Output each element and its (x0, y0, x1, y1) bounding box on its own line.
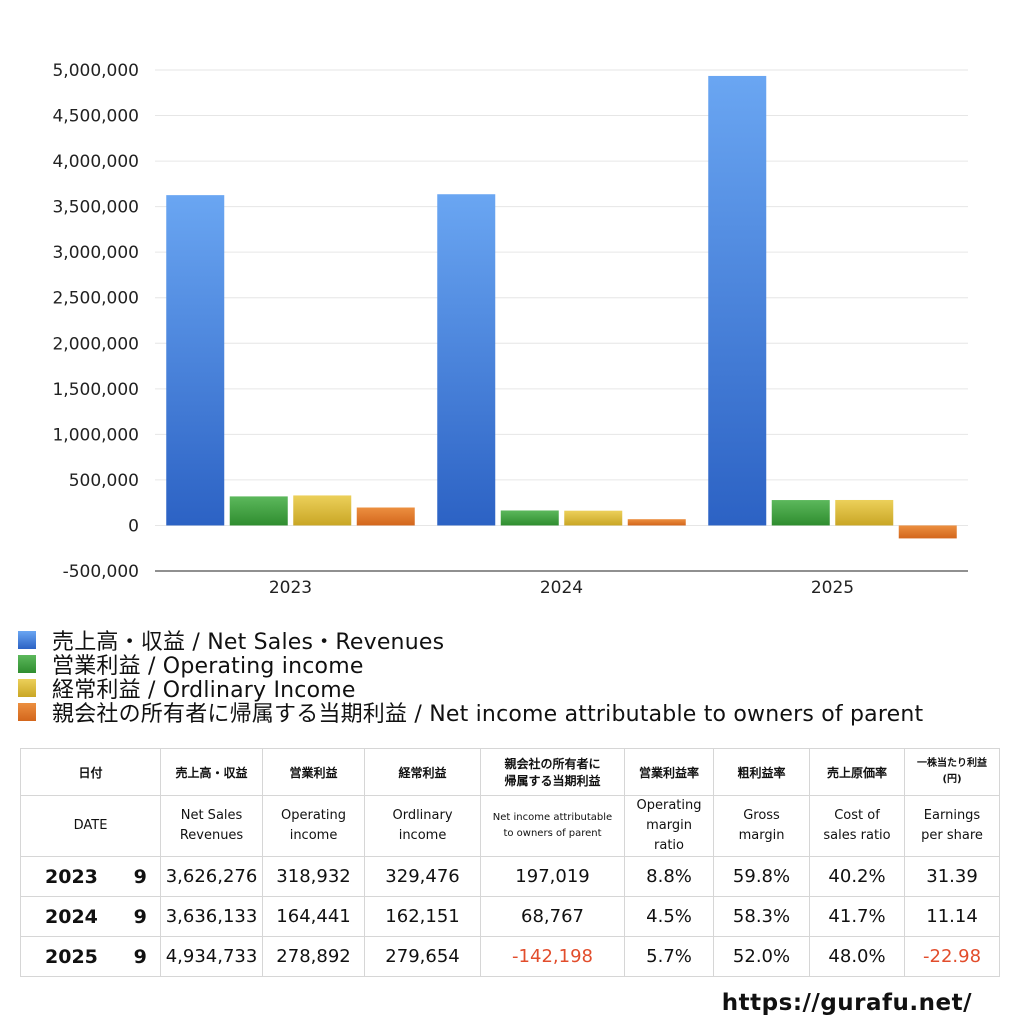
bar-2025-series-2 (835, 499, 894, 526)
header-net-jp: 親会社の所有者に 帰属する当期利益 (480, 748, 626, 796)
legend-label-net-sales: 売上高・収益 / Net Sales・Revenues (52, 630, 445, 655)
cell-ord: 279,654 (364, 936, 482, 977)
legend-swatch-net-sales (18, 631, 36, 649)
header-op-jp: 営業利益 (262, 748, 366, 796)
cell-opm: 5.7% (624, 936, 715, 977)
cell-net: -142,198 (480, 936, 626, 977)
cell-ord: 162,151 (364, 896, 482, 937)
legend-swatch-operating-income (18, 655, 36, 673)
bar-2025-series-3 (898, 525, 957, 539)
cell-net: 197,019 (480, 856, 626, 897)
y-tick-label: 0 (128, 516, 139, 536)
header-cost-jp: 売上原価率 (809, 748, 906, 796)
table-header-en: DATE Net Sales Revenues Operating income O… (19, 795, 1001, 857)
header-sales-en: Net Sales Revenues (160, 795, 264, 857)
legend-item-operating-income: 営業利益 / Operating income (18, 652, 923, 679)
cell-month: 9 (120, 936, 162, 977)
cell-month: 9 (120, 896, 162, 937)
cell-opm: 4.5% (624, 896, 715, 937)
financial-table: 日付 売上高・収益 営業利益 経常利益 親会社の所有者に 帰属する当期利益 営業利… (19, 748, 1001, 977)
header-date-en: DATE (19, 795, 162, 857)
cell-op: 164,441 (262, 896, 366, 937)
y-tick-label: 4,500,000 (52, 107, 139, 127)
bar-2023-series-2 (293, 495, 352, 526)
bar-2025-series-0 (708, 75, 767, 526)
y-tick-label: 500,000 (69, 471, 139, 491)
cell-eps: -22.98 (904, 936, 1001, 977)
header-eps-jp: 一株当たり利益 (円) (904, 748, 1001, 796)
table-row: 2023 9 3,626,276 318,932 329,476 197,019… (20, 856, 1001, 897)
y-tick-label: 4,000,000 (52, 152, 139, 172)
cell-op: 278,892 (262, 936, 366, 977)
x-tick-label: 2023 (269, 578, 312, 598)
header-gross-jp: 粗利益率 (713, 748, 811, 796)
x-tick-label: 2025 (811, 578, 854, 598)
site-url[interactable]: https://gurafu.net/ (721, 990, 972, 1016)
table-header-jp: 日付 売上高・収益 営業利益 経常利益 親会社の所有者に 帰属する当期利益 営業利… (19, 748, 1001, 796)
y-tick-label: 3,000,000 (52, 243, 139, 263)
header-net-en: Net income attributable to owners of pare… (480, 795, 626, 857)
y-tick-label: 1,500,000 (52, 380, 139, 400)
x-tick-label: 2024 (540, 578, 583, 598)
bar-2023-series-0 (166, 195, 225, 526)
header-sales-jp: 売上高・収益 (160, 748, 264, 796)
bar-2024-series-2 (564, 510, 623, 526)
cell-ord: 329,476 (364, 856, 482, 897)
bar-2023-series-1 (229, 496, 288, 526)
cell-cost: 41.7% (809, 896, 906, 937)
cell-eps: 31.39 (904, 856, 1001, 897)
y-tick-label: 5,000,000 (52, 61, 139, 81)
legend-label-operating-income: 営業利益 / Operating income (52, 654, 364, 679)
y-tick-label: 3,500,000 (52, 198, 139, 218)
cell-month: 9 (120, 856, 162, 897)
header-gross-en: Gross margin (713, 795, 811, 857)
legend-label-net-income: 親会社の所有者に帰属する当期利益 / Net income attributab… (52, 702, 924, 727)
legend-swatch-ordinary-income (18, 679, 36, 697)
header-cost-en: Cost of sales ratio (809, 795, 906, 857)
header-eps-en: Earnings per share (904, 795, 1001, 857)
chart-legend: 売上高・収益 / Net Sales・Revenues 営業利益 / Opera… (18, 628, 923, 727)
cell-gross: 59.8% (713, 856, 811, 897)
legend-item-ordinary-income: 経常利益 / Ordlinary Income (18, 676, 923, 703)
y-tick-label: 2,000,000 (52, 334, 139, 354)
cell-net: 68,767 (480, 896, 626, 937)
legend-swatch-net-income (18, 703, 36, 721)
cell-gross: 58.3% (713, 896, 811, 937)
cell-year: 2024 (20, 896, 121, 937)
cell-sales: 3,626,276 (160, 856, 264, 897)
bar-2024-series-1 (500, 510, 559, 526)
cell-cost: 48.0% (809, 936, 906, 977)
cell-op: 318,932 (262, 856, 366, 897)
y-tick-label: 2,500,000 (52, 289, 139, 309)
cell-year: 2023 (20, 856, 121, 897)
header-opm-en: Operating margin ratio (624, 795, 715, 857)
legend-label-ordinary-income: 経常利益 / Ordlinary Income (52, 678, 356, 703)
cell-sales: 4,934,733 (160, 936, 264, 977)
legend-item-net-sales: 売上高・収益 / Net Sales・Revenues (18, 628, 923, 655)
cell-opm: 8.8% (624, 856, 715, 897)
bar-2023-series-3 (356, 507, 415, 526)
header-opm-jp: 営業利益率 (624, 748, 715, 796)
cell-cost: 40.2% (809, 856, 906, 897)
legend-item-net-income: 親会社の所有者に帰属する当期利益 / Net income attributab… (18, 700, 923, 727)
bar-chart: -500,000 0 500,000 1,000,000 1,500,000 2,000,… (52, 61, 968, 598)
cell-sales: 3,636,133 (160, 896, 264, 937)
header-ord-en: Ordlinary income (364, 795, 482, 857)
header-ord-jp: 経常利益 (364, 748, 482, 796)
cell-year: 2025 (20, 936, 121, 977)
table-row: 2024 9 3,636,133 164,441 162,151 68,767 … (20, 896, 1001, 937)
y-tick-label: 1,000,000 (52, 425, 139, 445)
bar-2025-series-1 (771, 500, 830, 526)
cell-gross: 52.0% (713, 936, 811, 977)
bar-2024-series-3 (627, 519, 686, 526)
table-row: 2025 9 4,934,733 278,892 279,654 -142,19… (20, 936, 1001, 977)
header-op-en: Operating income (262, 795, 366, 857)
cell-eps: 11.14 (904, 896, 1001, 937)
bar-2024-series-0 (437, 194, 496, 526)
header-date-jp: 日付 (19, 748, 162, 796)
y-tick-label: -500,000 (63, 562, 139, 582)
